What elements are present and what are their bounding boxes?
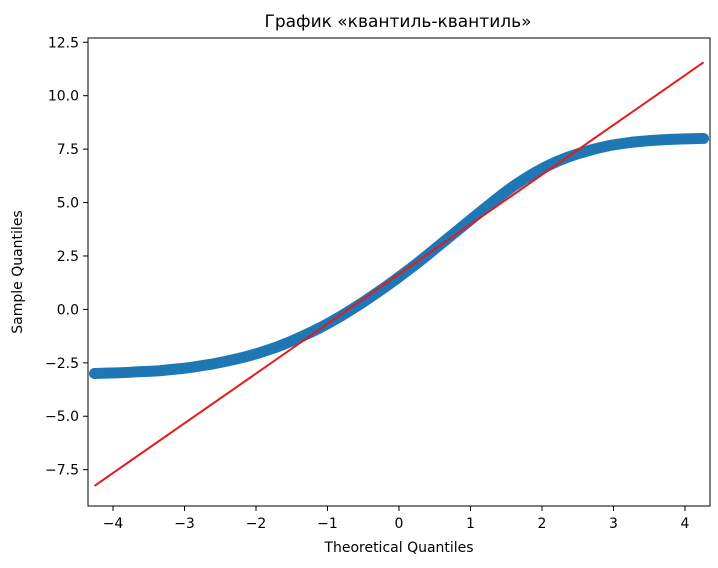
- sample-quantile-point: [508, 181, 519, 192]
- x-tick-label: 4: [681, 516, 690, 532]
- x-tick-label: 1: [466, 516, 475, 532]
- sample-quantile-point: [175, 363, 186, 374]
- sample-quantile-point: [186, 362, 197, 373]
- sample-quantile-point: [283, 337, 294, 348]
- sample-quantile-point: [540, 161, 551, 172]
- sample-quantile-point: [100, 368, 111, 379]
- sample-quantile-point: [165, 364, 176, 375]
- sample-quantile-point: [497, 189, 508, 199]
- sample-quantile-point: [154, 365, 165, 376]
- plot-frame: [87, 37, 711, 507]
- sample-quantile-point: [626, 137, 637, 148]
- sample-quantile-point: [197, 360, 208, 371]
- sample-quantiles-band: [88, 132, 710, 380]
- x-tick-label: −2: [246, 516, 267, 532]
- sample-quantile-point: [698, 133, 709, 144]
- sample-quantile-point: [111, 367, 122, 378]
- x-axis-label: Theoretical Quantiles: [323, 540, 473, 556]
- y-tick-label: 7.5: [57, 142, 79, 158]
- y-tick-label: 2.5: [57, 249, 79, 265]
- sample-quantile-point: [261, 345, 272, 356]
- y-tick-label: −7.5: [45, 463, 79, 479]
- sample-quantile-point: [679, 133, 690, 144]
- x-tick-label: 0: [395, 516, 404, 532]
- sample-quantile-point: [293, 332, 304, 343]
- x-tick-label: −4: [103, 516, 124, 532]
- sample-quantile-point: [229, 354, 240, 365]
- y-axis: −7.5 −5.0 −2.5 0.0 2.5 5.0 7.5 10.0 12.5: [45, 35, 88, 479]
- y-tick-label: −5.0: [45, 409, 79, 425]
- y-tick-label: 12.5: [48, 35, 79, 51]
- sample-quantile-point: [604, 140, 615, 151]
- y-tick-label: 0.0: [57, 302, 79, 318]
- x-tick-label: 2: [538, 516, 547, 532]
- chart-title: График «квантиль-квантиль»: [264, 12, 531, 32]
- sample-quantile-point: [637, 136, 648, 147]
- y-tick-label: 10.0: [48, 89, 79, 105]
- y-tick-label: −2.5: [45, 356, 79, 372]
- sample-quantile-point: [251, 348, 262, 359]
- sample-quantile-point: [133, 366, 144, 377]
- sample-quantile-point: [476, 206, 487, 217]
- sample-quantile-point: [240, 351, 251, 362]
- plot-area: [88, 61, 710, 487]
- sample-quantile-point: [218, 356, 229, 367]
- sample-quantile-point: [583, 145, 594, 156]
- sample-quantile-point: [594, 142, 605, 153]
- sample-quantile-point: [658, 134, 669, 145]
- sample-quantile-point: [122, 367, 133, 378]
- sample-quantile-point: [519, 174, 530, 185]
- y-tick-label: 5.0: [57, 196, 79, 212]
- sample-quantile-point: [208, 358, 219, 369]
- sample-quantile-point: [647, 135, 658, 146]
- reference-line: [93, 61, 705, 487]
- sample-quantile-point: [669, 134, 680, 145]
- x-tick-label: −3: [174, 516, 195, 532]
- sample-quantile-point: [465, 214, 476, 225]
- sample-quantile-point: [272, 341, 283, 352]
- y-axis-label: Sample Quantiles: [10, 210, 26, 333]
- sample-quantile-point: [486, 197, 497, 208]
- sample-quantile-point: [529, 167, 540, 178]
- sample-quantile-point: [89, 368, 100, 379]
- sample-quantile-point: [143, 366, 154, 377]
- x-axis: −4 −3 −2 −1 0 1 2 3 4: [103, 506, 690, 532]
- x-tick-label: 3: [609, 516, 618, 532]
- sample-quantile-point: [615, 138, 626, 149]
- x-tick-label: −1: [317, 516, 338, 532]
